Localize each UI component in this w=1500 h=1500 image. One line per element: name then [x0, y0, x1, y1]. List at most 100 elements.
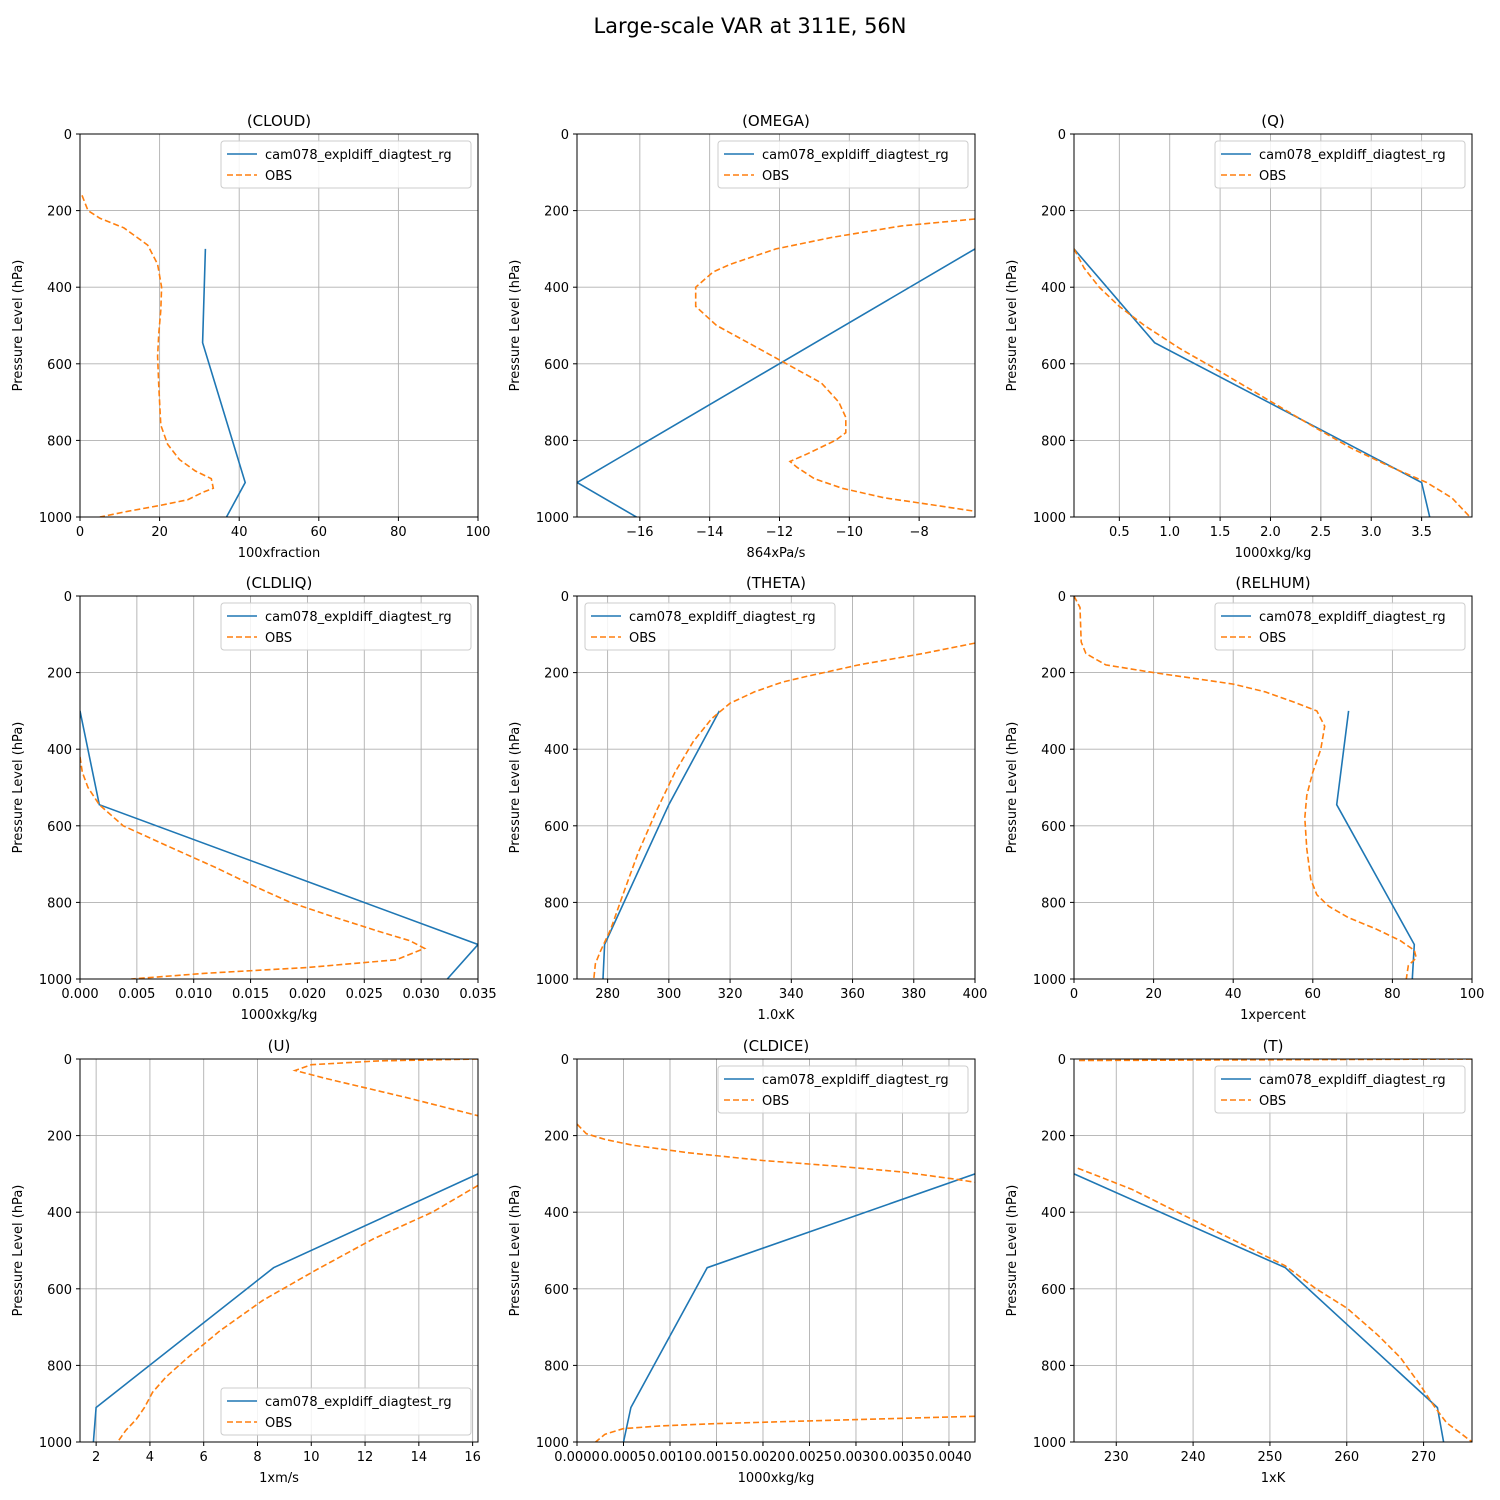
x-tick-label: 320 — [718, 987, 743, 1002]
x-tick-label: 0.0000 — [554, 1450, 600, 1465]
x-tick-label: 0.030 — [403, 987, 440, 1002]
y-tick-label: 200 — [1041, 667, 1066, 682]
panel-q: 0.5 1.0 1.5 2.0 2.5 3.0 3.5 0 200 400 600 800 1000 (Q… — [1005, 112, 1473, 561]
legend-label: cam078_expldiff_diagtest_rg — [1259, 1073, 1446, 1088]
panel-title: (THETA) — [746, 574, 806, 592]
x-tick-label: 0.025 — [346, 987, 383, 1002]
x-tick-label: −16 — [626, 525, 653, 540]
legend-label: cam078_expldiff_diagtest_rg — [1259, 148, 1446, 163]
legend-label: OBS — [1259, 169, 1286, 184]
y-tick-label: 0 — [64, 1053, 72, 1068]
obs-line — [1074, 596, 1418, 979]
y-tick-label: 400 — [544, 743, 569, 758]
x-tick-label: 1.0 — [1159, 525, 1180, 540]
x-tick-label: 2 — [92, 1450, 100, 1465]
legend: cam078_expldiff_diagtest_rg OBS — [584, 602, 836, 651]
y-tick-label: 400 — [47, 743, 72, 758]
panel-cldice: 0.0000 0.0005 0.0010 0.0015 0.0020 0.0025 0.00… — [508, 1037, 976, 1486]
legend-label: cam078_expldiff_diagtest_rg — [762, 1073, 949, 1088]
y-tick-label: 600 — [544, 1283, 569, 1298]
y-tick-label: 800 — [47, 1359, 72, 1374]
panel-u: 2 4 6 8 10 12 14 16 0 200 400 600 800 1000 (U) 1xm/s Pre… — [11, 1037, 481, 1486]
x-tick-label: −14 — [696, 525, 723, 540]
y-axis-label: Pressure Level (hPa) — [508, 722, 523, 854]
x-tick-label: 0.0015 — [694, 1450, 740, 1465]
obs-line — [593, 642, 975, 979]
x-tick-label: 300 — [656, 987, 681, 1002]
obs-line — [694, 218, 975, 513]
x-tick-label: 80 — [1384, 987, 1401, 1002]
legend-label: OBS — [265, 169, 292, 184]
x-tick-label: 4 — [146, 1450, 154, 1465]
y-tick-label: 800 — [1041, 896, 1066, 911]
y-tick-label: 400 — [1041, 743, 1066, 758]
obs-line — [1074, 248, 1471, 517]
legend-label: cam078_expldiff_diagtest_rg — [265, 148, 452, 163]
x-tick-label: 0.0020 — [740, 1450, 786, 1465]
legend-box — [1214, 140, 1466, 189]
x-tick-label: 0.035 — [459, 987, 496, 1002]
x-tick-label: 0.0030 — [833, 1450, 879, 1465]
x-tick-label: 230 — [1104, 1450, 1129, 1465]
panel-title: (OMEGA) — [742, 112, 810, 130]
y-tick-label: 0 — [561, 590, 569, 605]
y-tick-label: 200 — [47, 1130, 72, 1145]
y-tick-label: 400 — [544, 1206, 569, 1221]
x-axis-label: 1xm/s — [259, 1471, 299, 1486]
panel-relhum: 0 20 40 60 80 10002004006008001000(RELHUM)1xp… — [1005, 574, 1484, 1023]
panel-title: (RELHUM) — [1235, 574, 1310, 592]
x-tick-label: 20 — [1145, 987, 1162, 1002]
x-tick-label: 6 — [200, 1450, 208, 1465]
y-tick-label: 1000 — [1033, 973, 1066, 988]
legend-label: cam078_expldiff_diagtest_rg — [1259, 610, 1446, 625]
x-tick-label: 250 — [1258, 1450, 1283, 1465]
obs-line — [81, 195, 215, 517]
y-tick-label: 200 — [47, 667, 72, 682]
x-axis-label: 1000xkg/kg — [738, 1471, 815, 1486]
panel-title: (CLDICE) — [743, 1037, 809, 1055]
y-tick-label: 600 — [47, 358, 72, 373]
x-tick-label: 0 — [1070, 987, 1078, 1002]
axes-frame — [576, 133, 976, 518]
x-tick-label: 0.020 — [289, 987, 326, 1002]
panel-omega: −16 −14 −12 −10 −8 0 200 400 600 800 1000 (OMEGA) 86… — [508, 112, 976, 561]
legend: cam078_expldiff_diagtest_rg OBS — [220, 140, 472, 189]
y-axis-label: Pressure Level (hPa) — [11, 260, 26, 392]
x-tick-label: 2.5 — [1311, 525, 1332, 540]
y-tick-label: 200 — [1041, 205, 1066, 220]
y-tick-label: 0 — [561, 1053, 569, 1068]
y-tick-label: 0 — [64, 590, 72, 605]
x-tick-label: 100 — [466, 525, 491, 540]
y-tick-label: 600 — [47, 820, 72, 835]
x-tick-label: 60 — [1305, 987, 1322, 1002]
legend: cam078_expldiff_diagtest_rg OBS — [220, 1387, 472, 1436]
x-tick-label: 60 — [311, 525, 328, 540]
legend-label: OBS — [762, 1094, 789, 1109]
y-tick-label: 600 — [47, 1283, 72, 1298]
legend: cam078_expldiff_diagtest_rg OBS — [717, 1065, 969, 1114]
y-tick-label: 0 — [64, 128, 72, 143]
y-tick-label: 1000 — [536, 511, 569, 526]
legend: cam078_expldiff_diagtest_rg OBS — [1214, 602, 1466, 651]
panel-title: (CLDLIQ) — [246, 574, 313, 592]
x-tick-label: 0 — [76, 525, 84, 540]
y-tick-label: 400 — [1041, 281, 1066, 296]
y-axis-label: Pressure Level (hPa) — [508, 260, 523, 392]
y-tick-label: 600 — [1041, 820, 1066, 835]
x-tick-label: 380 — [901, 987, 926, 1002]
y-axis-label: Pressure Level (hPa) — [1005, 722, 1020, 854]
y-axis-label: Pressure Level (hPa) — [1005, 260, 1020, 392]
panel-title: (Q) — [1261, 112, 1285, 130]
x-tick-label: 400 — [963, 987, 988, 1002]
legend-label: OBS — [1259, 1094, 1286, 1109]
model-line — [201, 248, 247, 517]
model-line — [1335, 710, 1416, 979]
model-line — [92, 1173, 478, 1442]
panel-title: (CLOUD) — [247, 112, 311, 130]
x-tick-label: 270 — [1411, 1450, 1436, 1465]
x-axis-label: 1000xkg/kg — [241, 1008, 318, 1023]
panel-t: 230 240 250 260 270 0 200 400 600 800 1000 (T) 1xK Pr… — [1005, 1037, 1473, 1486]
legend-box — [1214, 1065, 1466, 1114]
panel-title: (U) — [268, 1037, 291, 1055]
